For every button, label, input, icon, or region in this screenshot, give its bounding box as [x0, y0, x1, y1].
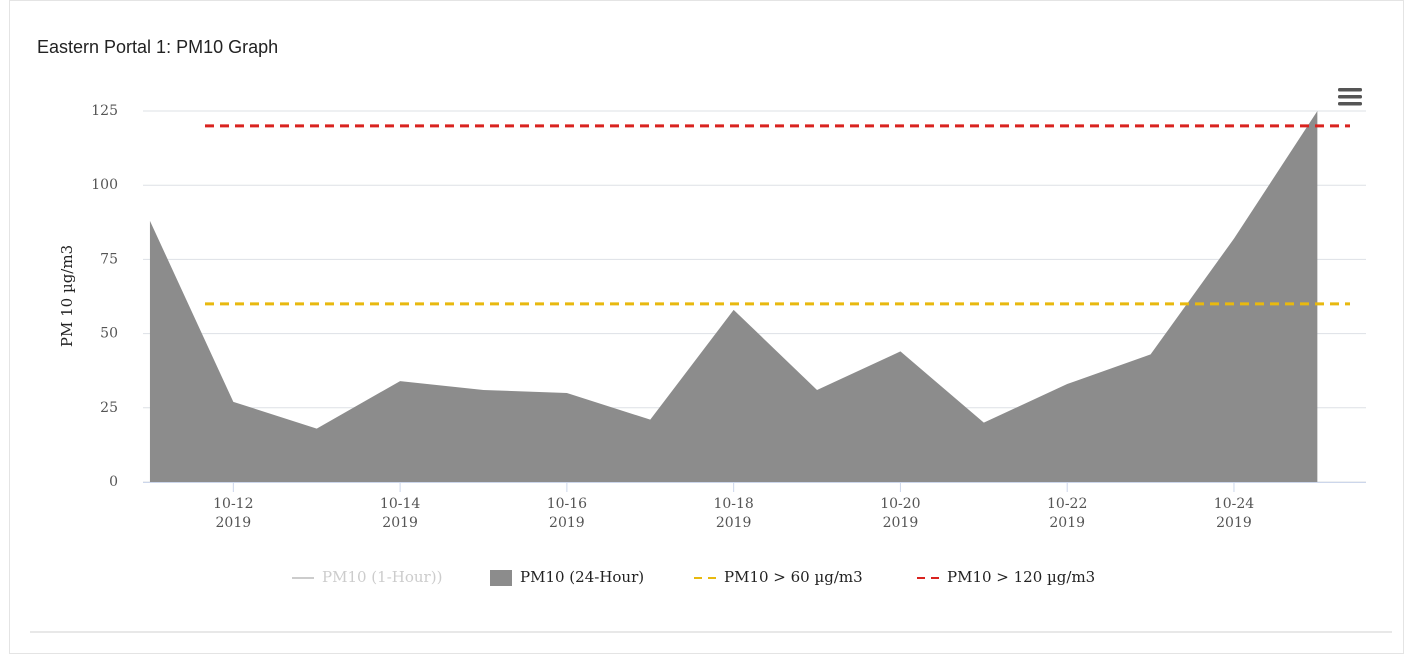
x-tick-label-line: 10-18 [713, 496, 753, 512]
x-tick-label: 10-24 2019 [1214, 496, 1254, 531]
legend-label: PM10 > 60 µg/m3 [724, 568, 863, 586]
menu-bar[interactable] [1338, 88, 1362, 92]
y-tick-label: 100 [91, 177, 118, 193]
x-tick-label-line: 10-24 [1214, 496, 1254, 512]
menu-bar[interactable] [1338, 95, 1362, 99]
y-tick-label: 0 [109, 474, 118, 490]
x-tick-label-line: 10-14 [380, 496, 420, 512]
legend-item[interactable]: PM10 (1-Hour)) [292, 568, 442, 586]
x-tick-label: 10-16 2019 [547, 496, 587, 531]
x-tick-label: 10-20 2019 [880, 496, 920, 531]
area [149, 111, 1318, 482]
menu-bar[interactable] [1338, 102, 1362, 106]
x-tick-label-line: 2019 [1216, 515, 1252, 531]
x-tick-label-line: 10-16 [547, 496, 587, 512]
x-tick-label: 10-18 2019 [713, 496, 753, 531]
legend-item[interactable]: PM10 > 60 µg/m3 [694, 568, 863, 586]
x-tick-label-line: 10-22 [1047, 496, 1087, 512]
legend-label: PM10 (1-Hour)) [322, 568, 442, 586]
legend-item[interactable]: PM10 (24-Hour) [490, 568, 644, 586]
y-axis-label: PM 10 µg/m3 [58, 245, 76, 347]
chart-title: Eastern Portal 1: PM10 Graph [37, 37, 278, 57]
legend-item[interactable]: PM10 > 120 µg/m3 [917, 568, 1095, 586]
x-tick-label-line: 10-20 [880, 496, 920, 512]
x-tick-label-line: 2019 [1049, 515, 1085, 531]
legend-label: PM10 > 120 µg/m3 [947, 568, 1095, 586]
x-tick-label: 10-14 2019 [380, 496, 420, 531]
x-tick-label-line: 2019 [382, 515, 418, 531]
x-tick-label-line: 2019 [716, 515, 752, 531]
x-tick-label-line: 2019 [549, 515, 585, 531]
x-tick-label-line: 10-12 [213, 496, 253, 512]
legend-label: PM10 (24-Hour) [520, 568, 644, 586]
legend-symbol [490, 570, 512, 586]
x-tick-label: 10-12 2019 [213, 496, 253, 531]
x-tick-label-line: 2019 [216, 515, 252, 531]
menu-icon[interactable] [1338, 88, 1362, 106]
y-tick-label: 75 [100, 251, 118, 267]
x-tick-label-line: 2019 [883, 515, 919, 531]
y-tick-label: 125 [91, 103, 118, 119]
y-tick-label: 25 [100, 400, 118, 416]
y-tick-label: 50 [100, 326, 118, 342]
x-tick-label: 10-22 2019 [1047, 496, 1087, 531]
